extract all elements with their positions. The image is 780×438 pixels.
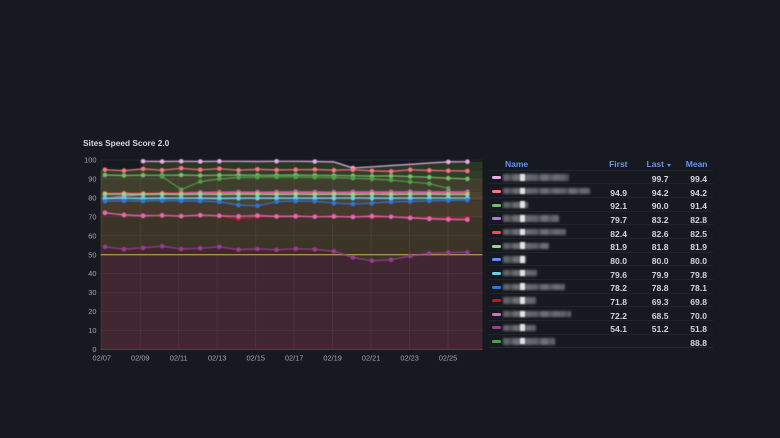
svg-text:0: 0 xyxy=(92,345,96,354)
svg-text:02/17: 02/17 xyxy=(285,354,304,363)
svg-text:70: 70 xyxy=(88,212,96,221)
svg-text:10: 10 xyxy=(88,326,96,335)
svg-text:50: 50 xyxy=(88,250,96,259)
svg-text:100: 100 xyxy=(84,156,96,165)
svg-text:02/13: 02/13 xyxy=(208,354,227,363)
svg-text:60: 60 xyxy=(88,231,96,240)
svg-text:02/25: 02/25 xyxy=(439,354,458,363)
svg-text:90: 90 xyxy=(88,175,96,184)
svg-text:02/21: 02/21 xyxy=(362,354,381,363)
svg-text:40: 40 xyxy=(88,269,96,278)
svg-text:20: 20 xyxy=(88,307,96,316)
svg-text:02/15: 02/15 xyxy=(246,354,265,363)
svg-text:80: 80 xyxy=(88,194,96,203)
svg-text:02/07: 02/07 xyxy=(93,354,112,363)
svg-text:02/23: 02/23 xyxy=(400,354,419,363)
svg-text:02/11: 02/11 xyxy=(170,354,188,363)
svg-text:02/09: 02/09 xyxy=(131,354,150,363)
svg-text:30: 30 xyxy=(88,288,96,297)
svg-text:02/19: 02/19 xyxy=(323,354,342,363)
